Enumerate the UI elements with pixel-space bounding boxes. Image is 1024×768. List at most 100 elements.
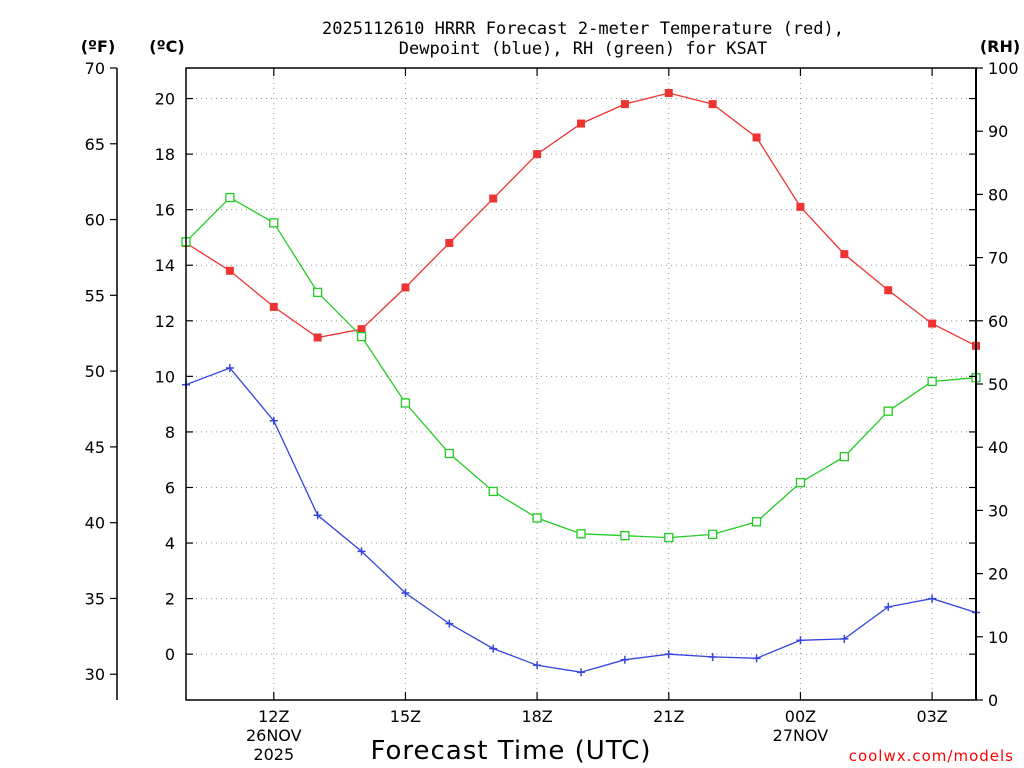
rh-tick-label: 80 [988, 185, 1008, 204]
fahrenheit-tick-label: 65 [85, 135, 105, 154]
rh-tick-label: 40 [988, 438, 1008, 457]
x-tick-label: 26NOV [246, 726, 302, 745]
dewpoint-point [401, 589, 410, 598]
rh-point [927, 376, 937, 387]
celsius-tick-label: 8 [165, 423, 175, 442]
rh-tick-label: 90 [988, 122, 1008, 141]
rh-point [269, 218, 279, 228]
dewpoint-point [577, 668, 585, 677]
celsius-tick-label: 16 [155, 201, 175, 220]
x-tick-label: 15Z [390, 707, 421, 726]
2-meter-temperature-point [884, 286, 893, 295]
rh-tick-label: 10 [988, 628, 1008, 647]
rh-point [488, 486, 498, 497]
grid-layer [186, 68, 976, 700]
2-meter-temperature-point [445, 239, 454, 248]
celsius-tick-label: 4 [165, 534, 175, 553]
rh-tick-label: 30 [988, 501, 1008, 520]
2-meter-temperature-point [796, 202, 805, 211]
dewpoint-point [533, 661, 542, 670]
dewpoint-point [489, 644, 498, 653]
fahrenheit-tick-label: 30 [85, 665, 105, 684]
rh-point [795, 477, 806, 488]
chart-title-line-1: 2025112610 HRRR Forecast 2-meter Tempera… [322, 19, 844, 39]
x-tick-label: 27NOV [773, 726, 829, 745]
fahrenheit-tick-label: 55 [85, 286, 105, 305]
2-meter-temperature-point [489, 194, 498, 203]
fahrenheit-tick-label: 35 [85, 589, 105, 608]
x-tick-label: 21Z [653, 707, 684, 726]
rh-point [576, 529, 586, 539]
rh-point [883, 406, 893, 416]
dewpoint-point [225, 364, 234, 373]
dewpoint-point [313, 511, 322, 520]
x-tick-label: 18Z [521, 707, 552, 726]
rh-tick-label: 60 [988, 312, 1008, 331]
2-meter-temperature-point [401, 283, 410, 292]
dewpoint-series-line [185, 367, 977, 673]
rh-unit-label: (RH) [980, 37, 1020, 56]
celsius-tick-label: 0 [165, 645, 175, 664]
rh-tick-label: 70 [988, 249, 1008, 268]
dewpoint-point [357, 547, 366, 556]
x-tick-label: 00Z [785, 707, 816, 726]
celsius-tick-label: 10 [155, 367, 175, 386]
2-meter-temperature-point [928, 319, 937, 328]
x-tick-label: 2025 [253, 745, 294, 764]
2-meter-temperature-point [225, 266, 234, 275]
fahrenheit-tick-label: 60 [85, 211, 105, 230]
rh-point [839, 452, 849, 462]
2-meter-temperature-point [577, 119, 585, 128]
2-meter-temperature-series-line [185, 92, 977, 347]
credit-text: coolwx.com/models [849, 747, 1014, 765]
dewpoint-point [269, 416, 278, 425]
celsius-tick-label: 18 [155, 145, 175, 164]
2-meter-temperature-point [313, 333, 322, 342]
2-meter-temperature-point [357, 325, 366, 334]
2-meter-temperature-point [708, 100, 717, 109]
celsius-tick-label: 2 [165, 590, 175, 609]
x-tick-label: 03Z [916, 707, 947, 726]
celsius-tick-label: 20 [155, 90, 175, 109]
2-meter-temperature-point [269, 302, 278, 311]
rh-tick-label: 20 [988, 565, 1008, 584]
rh-point [751, 517, 762, 527]
rh-point [708, 529, 718, 540]
rh-tick-label: 50 [988, 375, 1008, 394]
celsius-tick-label: 14 [155, 256, 175, 275]
rh-point [532, 513, 542, 523]
x-tick-label: 12Z [258, 707, 289, 726]
dewpoint-point [708, 652, 717, 661]
rh-point [356, 331, 367, 342]
chart-title-line-2: Dewpoint (blue), RH (green) for KSAT [399, 39, 767, 59]
fahrenheit-tick-label: 40 [85, 514, 105, 533]
rh-tick-label: 0 [988, 691, 998, 710]
rh-point [225, 192, 235, 203]
rh-point [444, 448, 454, 459]
2-meter-temperature-point [752, 133, 761, 142]
2-meter-temperature-point [840, 250, 849, 259]
fahrenheit-tick-label: 70 [85, 59, 105, 78]
2-meter-temperature-point [620, 100, 629, 109]
rh-point [664, 532, 674, 543]
fahrenheit-tick-label: 50 [85, 362, 105, 381]
dewpoint-point [928, 594, 937, 603]
celsius-tick-label: 6 [165, 478, 175, 497]
dewpoint-point [664, 650, 673, 659]
rh-tick-label: 100 [988, 59, 1019, 78]
2-meter-temperature-point [664, 89, 673, 98]
dewpoint-point [620, 655, 629, 664]
dewpoint-point [884, 602, 893, 611]
celsius-tick-label: 12 [155, 312, 175, 331]
rh-point [313, 287, 323, 298]
plot-frame [185, 67, 977, 701]
rh-point [400, 398, 411, 408]
fahrenheit-tick-label: 45 [85, 438, 105, 457]
x-axis-label: Forecast Time (UTC) [370, 736, 651, 766]
dewpoint-point [840, 634, 849, 643]
dewpoint-point [796, 636, 805, 645]
2-meter-temperature-point [533, 150, 542, 159]
dewpoint-point [752, 654, 761, 663]
